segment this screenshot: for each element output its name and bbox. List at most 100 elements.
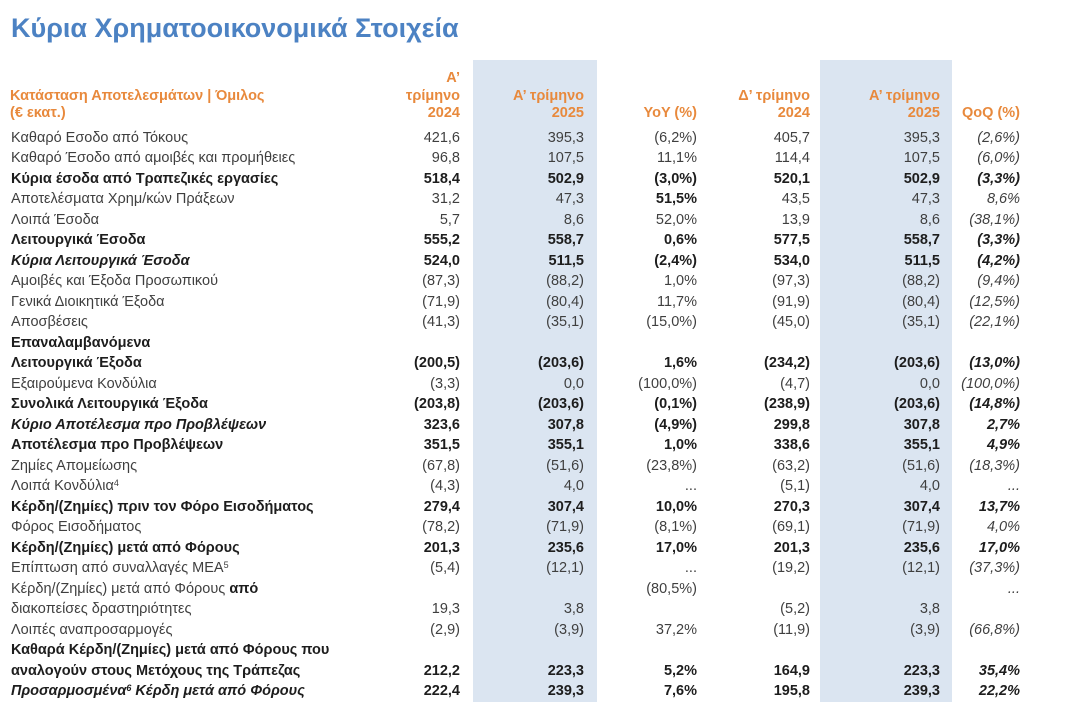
cell-qoq: 35,4% [978,662,1020,679]
col-header-6: QoQ (%) [962,105,1020,121]
cell-q1-2025: 8,6 [473,209,597,230]
row-label: Κέρδη/(Ζημίες) μετά από Φόρους από διακοπ… [11,580,259,618]
cell-qoq: (37,3%) [969,560,1020,576]
table-row: Επαναλαμβανόμενα Λειτουργικά Έξοδα (200,5)… [10,332,1030,374]
cell-q1-2025-vs-q4: (88,2) [820,271,952,292]
cell-q1-2025-vs-q4: 511,5 [820,250,952,271]
cell-q4-2024: (45,0) [772,314,810,330]
cell-q1-2025: (35,1) [473,312,597,333]
cell-q1-2025: 558,7 [473,230,597,251]
cell-q1-2025: (51,6) [473,455,597,476]
cell-yoy: (80,5%) [646,580,697,597]
cell-q1-2024: 212,2 [423,662,460,679]
cell-q4-2024: 43,5 [781,191,810,207]
row-label: Κέρδη/(Ζημίες) πριν τον Φόρο Εισοδήματος [11,498,314,515]
table-row: Κέρδη/(Ζημίες) πριν τον Φόρο Εισοδήματος… [10,496,1030,517]
row-label: Λοιπές αναπροσαρμογές [11,621,173,638]
cell-qoq: (6,0%) [977,150,1020,166]
cell-q1-2025-vs-q4: (80,4) [820,291,952,312]
cell-q1-2024: (67,8) [422,457,460,474]
cell-yoy: (4,9%) [654,416,697,433]
cell-q1-2024: (87,3) [422,273,460,289]
table-row: Καθαρό Έσοδο από αμοιβές και προμήθειες 9… [10,148,1030,169]
cell-yoy: (3,0%) [654,170,697,187]
cell-q1-2024: (4,3) [430,478,460,494]
row-label: Φόρος Εισοδήματος [11,519,142,535]
cell-q1-2025: (88,2) [473,271,597,292]
cell-q1-2025-vs-q4: 355,1 [820,435,952,456]
cell-q1-2025-vs-q4: 235,6 [820,537,952,558]
cell-q1-2024: 518,4 [423,170,460,187]
cell-yoy: (8,1%) [654,519,697,535]
table-row: Κύριο Αποτέλεσμα προ Προβλέψεων 323,6 307,… [10,414,1030,435]
col-header-5: Α’ τρίμηνο 2025 [820,60,952,128]
row-label: Συνολικά Λειτουργικά Έξοδα [11,396,208,412]
cell-q1-2025: 511,5 [473,250,597,271]
header-row: Κατάσταση Αποτελεσμάτων | Όμιλος (€ εκατ… [10,60,1030,128]
table-row: Αμοιβές και Έξοδα Προσωπικού (87,3) (88,2)… [10,271,1030,292]
cell-qoq: ... [1007,478,1020,494]
cell-q1-2025-vs-q4: 395,3 [820,127,952,148]
cell-q4-2024: 534,0 [773,252,810,269]
col-header-3: YoY (%) [643,105,697,121]
cell-yoy: ... [684,560,697,576]
cell-q1-2024: (2,9) [430,621,460,638]
cell-q1-2025-vs-q4: (12,1) [820,558,952,579]
cell-yoy: (100,0%) [638,375,697,392]
cell-q1-2025: 0,0 [473,373,597,394]
col-header-label: Κατάσταση Αποτελεσμάτων | Όμιλος (€ εκατ… [10,60,392,128]
cell-qoq: 4,9% [986,437,1020,453]
cell-q1-2025: 502,9 [473,168,597,189]
cell-q1-2024: 31,2 [431,191,460,207]
cell-q1-2025: (80,4) [473,291,597,312]
cell-q1-2025-vs-q4: 307,8 [820,414,952,435]
cell-q4-2024: 195,8 [773,683,810,699]
header-label-line2: (€ εκατ.) [10,105,66,121]
cell-q1-2024: (203,8) [414,396,460,412]
row-label: Επαναλαμβανόμενα Λειτουργικά Έξοδα [11,334,151,372]
cell-q4-2024: (234,2) [764,355,810,371]
cell-yoy: 10,0% [655,498,697,515]
financials-table: Κατάσταση Αποτελεσμάτων | Όμιλος (€ εκατ… [10,60,1030,702]
cell-yoy: 52,0% [655,211,697,228]
cell-q1-2024: 323,6 [423,416,460,433]
cell-qoq: (38,1%) [969,211,1020,228]
cell-yoy: 11,7% [656,293,697,310]
table-row: Συνολικά Λειτουργικά Έξοδα (203,8) (203,6)… [10,394,1030,415]
cell-qoq: (22,1%) [969,314,1020,330]
cell-q4-2024: (5,2) [780,601,810,617]
cell-q1-2024: 555,2 [423,232,460,248]
cell-q1-2025-vs-q4: (203,6) [820,332,952,374]
table-row: Καθαρό Εσοδο από Τόκους 421,6 395,3 (6,2%) 4… [10,127,1030,148]
cell-q1-2025: (3,9) [473,619,597,640]
cell-q1-2025: 3,8 [473,578,597,620]
table-row: Λοιπά Έσοδα 5,7 8,6 52,0% 13,9 8,6 (38,1%) [10,209,1030,230]
cell-q1-2025: 47,3 [473,189,597,210]
cell-qoq: (3,3%) [977,170,1020,187]
cell-q4-2024: 270,3 [773,498,810,515]
table-row: Καθαρά Κέρδη/(Ζημίες) μετά από Φόρους πο… [10,640,1030,681]
cell-qoq: (2,6%) [977,129,1020,146]
cell-q4-2024: 201,3 [773,539,810,556]
table-row: Αποσβέσεις (41,3) (35,1) (15,0%) (45,0) (35,1… [10,312,1030,333]
row-label: Κέρδη/(Ζημίες) μετά από Φόρους [11,539,240,556]
row-label: Καθαρά Κέρδη/(Ζημίες) μετά από Φόρους πο… [11,642,330,679]
cell-yoy: (0,1%) [654,396,697,412]
row-label: Λοιπά Έσοδα [11,211,100,228]
cell-yoy: (6,2%) [654,129,697,146]
table-row: Κέρδη/(Ζημίες) μετά από Φόρους 201,3 235,6… [10,537,1030,558]
col-header-1: Α’ τρίμηνο 2024 [405,70,460,121]
cell-q1-2025-vs-q4: 0,0 [820,373,952,394]
cell-q1-2025: 239,3 [473,681,597,702]
row-label: Αποτελέσματα Χρημ/κών Πράξεων [11,191,235,207]
cell-q1-2024: 421,6 [423,129,460,146]
cell-yoy: 1,6% [663,355,697,371]
cell-q4-2024: (11,9) [773,621,810,638]
table-row: Κύρια Λειτουργικά Έσοδα 524,0 511,5 (2,4%) 5… [10,250,1030,271]
cell-q1-2025-vs-q4: 307,4 [820,496,952,517]
cell-q1-2025: (71,9) [473,517,597,538]
cell-q1-2024: (41,3) [422,314,460,330]
cell-q1-2025: (203,6) [473,394,597,415]
cell-q1-2025-vs-q4: 558,7 [820,230,952,251]
table-row: Φόρος Εισοδήματος (78,2) (71,9) (8,1%) (69,1… [10,517,1030,538]
